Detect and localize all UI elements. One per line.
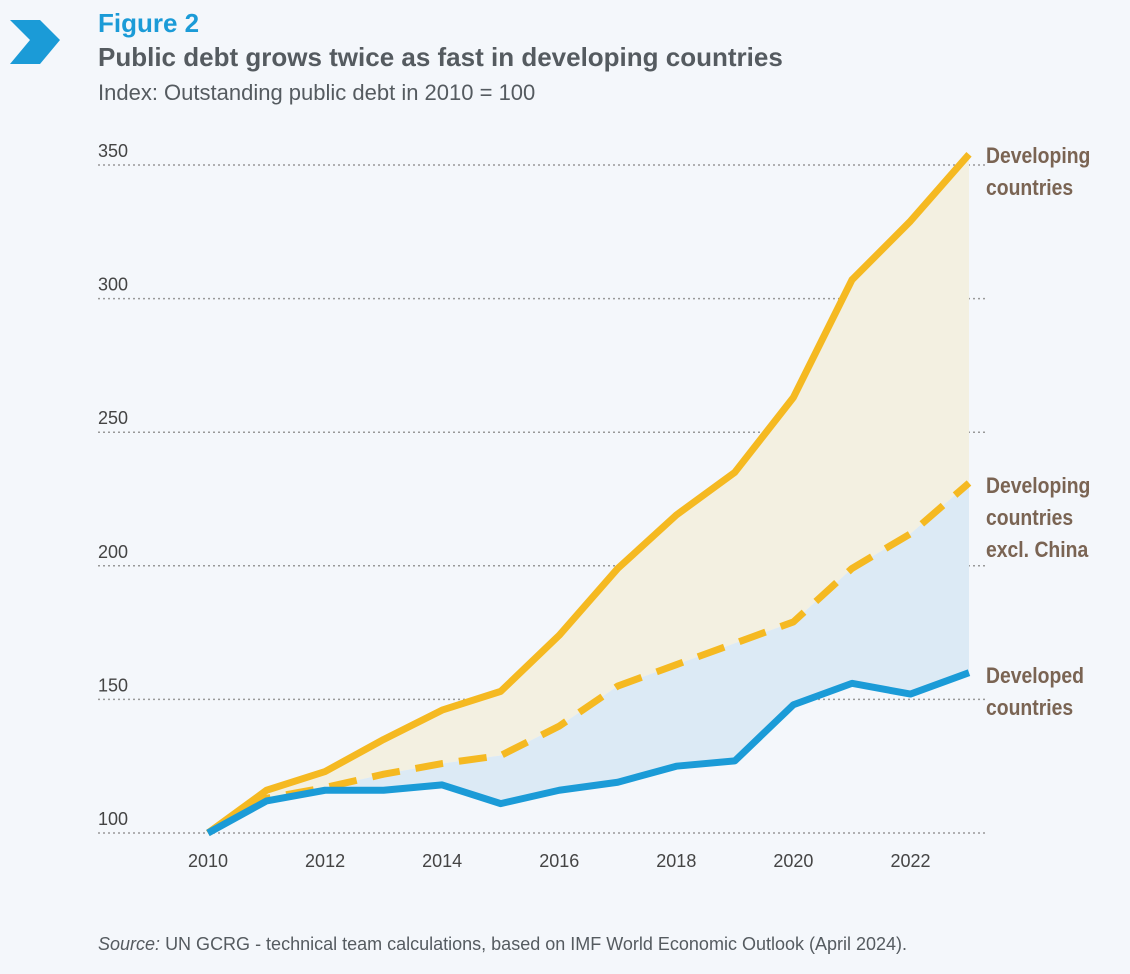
chevron-icon [10,20,60,64]
y-tick-label: 100 [98,809,128,829]
series-line [205,152,972,836]
series-line [206,480,972,837]
x-tick-label: 2018 [656,851,696,871]
chart-subtitle: Index: Outstanding public debt in 2010 =… [98,80,536,105]
area-band [208,154,969,833]
y-tick-label: 300 [98,275,128,295]
source-text: UN GCRG - technical team calculations, b… [165,934,908,954]
x-tick-label: 2016 [539,851,579,871]
x-tick-label: 2014 [422,851,462,871]
y-tick-label: 150 [98,675,128,695]
series-label: Developing countries excl. China [986,473,1091,562]
series-label: Developing countries [986,143,1091,200]
y-tick-label: 350 [98,141,128,161]
y-tick-label: 200 [98,542,128,562]
area-band [208,482,969,833]
x-tick-label: 2020 [773,851,813,871]
figure-label: Figure 2 [98,8,200,38]
source-note: Source: UN GCRG - technical team calcula… [98,934,907,955]
chart-title: Public debt grows twice as fast in devel… [98,42,783,72]
y-tick-label: 250 [98,408,128,428]
source-label: Source: [98,934,161,954]
x-tick-label: 2010 [188,851,228,871]
x-tick-label: 2022 [890,851,930,871]
series-line [206,669,971,837]
series-label: Developed countries [986,663,1084,720]
x-tick-label: 2012 [305,851,345,871]
